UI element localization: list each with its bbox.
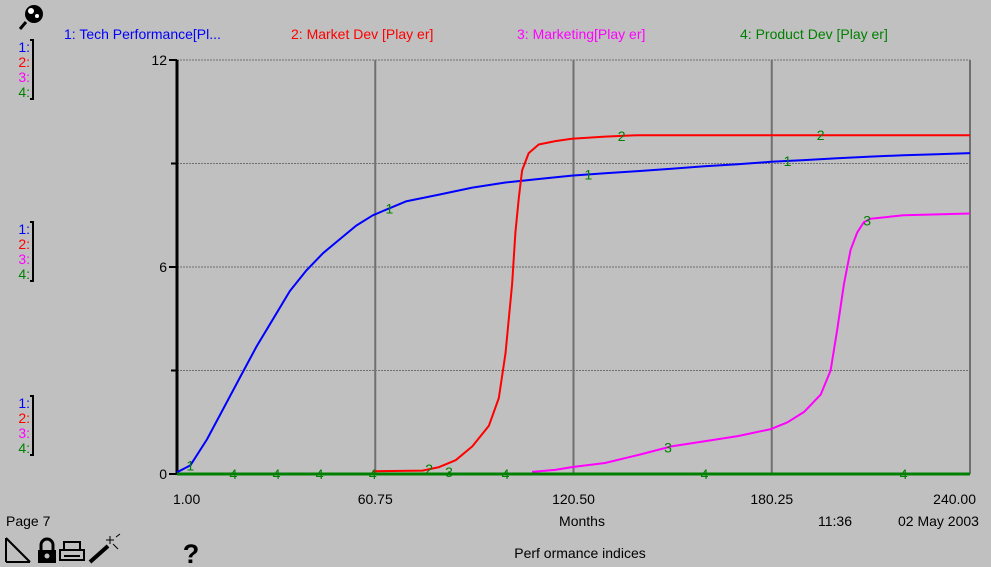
y-tick-label: 0 (159, 466, 167, 482)
series-marker-3: 3 (664, 439, 672, 455)
left-axis-label: 3: (18, 69, 30, 85)
series-marker-4: 4 (273, 466, 281, 482)
series-marker-1: 1 (385, 200, 393, 216)
help-icon[interactable]: ? (183, 539, 200, 567)
left-axis-label: 4: (18, 84, 30, 100)
left-axis-label: 3: (18, 251, 30, 267)
series-lines (176, 134, 971, 476)
x-axis-label: Months (559, 513, 605, 529)
series-marker-4: 4 (230, 466, 238, 482)
series-line-1 (176, 152, 971, 474)
gridlines (177, 59, 971, 474)
x-tick-label: 120.50 (552, 491, 595, 507)
series-marker-2: 2 (425, 461, 433, 477)
x-tick-label: 1.00 (173, 491, 200, 507)
svg-text:?: ? (183, 539, 200, 567)
y-tick-label: 6 (159, 259, 167, 275)
series-marker-1: 1 (186, 457, 194, 473)
x-tick-labels: 1.00 60.75 120.50 180.25 240.00 (173, 491, 976, 507)
left-axis-label: 2: (18, 410, 30, 426)
magic-wand-icon[interactable] (88, 533, 121, 564)
time-label: 11:36 (818, 513, 852, 529)
x-tick-label: 240.00 (933, 491, 976, 507)
series-marker-1: 1 (585, 166, 593, 182)
series-line-2 (372, 134, 970, 473)
series-marker-4: 4 (502, 466, 510, 482)
x-tick-label: 180.25 (750, 491, 793, 507)
series-marker-3: 3 (863, 212, 871, 228)
left-axis-label: 4: (18, 266, 30, 282)
lock-icon[interactable] (38, 537, 56, 563)
y-tick-label: 12 (151, 52, 167, 68)
date-label: 02 May 2003 (898, 513, 979, 529)
legend-item-2: 2: Market Dev [Play er] (291, 26, 433, 42)
left-axis-label: 3: (18, 425, 30, 441)
left-axis-label: 1: (18, 221, 30, 237)
series-marker-4: 4 (369, 466, 377, 482)
left-axis-label: 1: (18, 39, 30, 55)
series-marker-3: 3 (445, 464, 453, 480)
series-marker-2: 2 (618, 128, 626, 144)
left-axis-label: 2: (18, 236, 30, 252)
caption: Perf ormance indices (514, 545, 646, 561)
pencil-icon[interactable] (5, 537, 31, 563)
left-axis-bracket (30, 221, 34, 282)
legend: 1: Tech Performance[Pl... 2: Market Dev … (64, 26, 888, 42)
y-tick-labels: 0 6 12 (151, 52, 177, 482)
series-line-3 (531, 212, 971, 473)
x-tick-label: 60.75 (358, 491, 393, 507)
series-marker-2: 2 (817, 127, 825, 143)
series-marker-1: 1 (784, 153, 792, 169)
printer-icon[interactable] (59, 541, 85, 561)
legend-item-3: 3: Marketing[Play er] (517, 26, 645, 42)
left-axis-bracket (30, 395, 34, 456)
series-marker-4: 4 (900, 466, 908, 482)
page-label: Page 7 (6, 513, 51, 529)
series-marker-4: 4 (701, 466, 709, 482)
series-marker-4: 4 (316, 466, 324, 482)
legend-item-1: 1: Tech Performance[Pl... (64, 26, 221, 42)
left-axis-label: 2: (18, 54, 30, 70)
legend-item-4: 4: Product Dev [Play er] (740, 26, 888, 42)
left-axis-label: 1: (18, 395, 30, 411)
app-icon[interactable] (18, 5, 43, 30)
left-axis-bracket (30, 39, 34, 100)
left-axis-labels: 1:2:3:4:1:2:3:4:1:2:3:4: (18, 39, 34, 456)
left-axis-label: 4: (18, 440, 30, 456)
